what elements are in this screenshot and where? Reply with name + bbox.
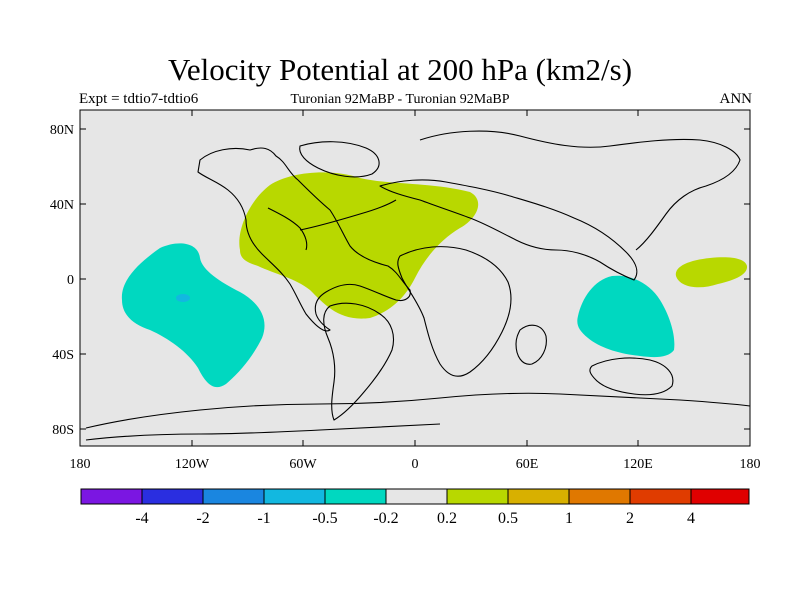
experiment-label: Expt = tdtio7-tdtio6 — [79, 91, 199, 107]
longitude-axis — [79, 110, 751, 446]
colorbar-label-9: 2 — [626, 510, 634, 527]
colorbar-bin-2 — [142, 489, 203, 504]
colorbar-bin-10 — [630, 489, 691, 504]
positive-anomaly-atlantic — [239, 172, 479, 319]
colorbar-bin-3 — [203, 489, 264, 504]
lon-label-120e: 120E — [623, 457, 653, 472]
colorbar-label-8: 1 — [565, 510, 573, 527]
lat-label-80s: 80S — [52, 423, 74, 438]
lon-label-60w: 60W — [289, 457, 317, 472]
colorbar-bin-4 — [264, 489, 325, 504]
negative-anomaly-east-pacific-core — [176, 294, 190, 302]
colorbar-label-10: 4 — [687, 510, 695, 527]
lat-label-0: 0 — [67, 273, 74, 288]
colorbar-label-4: -0.5 — [312, 510, 337, 527]
colorbar-bin-7 — [447, 489, 508, 504]
lon-label-120w: 120W — [175, 457, 210, 472]
lon-label-60e: 60E — [516, 457, 539, 472]
latitude-axis — [80, 128, 750, 430]
coastlines — [85, 130, 751, 441]
lon-label-180w: 180 — [70, 457, 91, 472]
colorbar-label-2: -2 — [196, 510, 209, 527]
season-label: ANN — [719, 91, 753, 107]
colorbar-label-1: -4 — [135, 510, 148, 527]
colorbar-label-5: -0.2 — [373, 510, 398, 527]
colorbar-bin-11 — [691, 489, 749, 504]
negative-anomaly-east-pacific — [121, 243, 265, 388]
lon-label-180e: 180 — [740, 457, 761, 472]
colorbar-bin-8 — [508, 489, 569, 504]
colorbar-label-6: 0.2 — [437, 510, 457, 527]
positive-anomaly-west-pacific — [675, 257, 748, 288]
negative-anomaly-indian-ocean — [577, 275, 675, 358]
lat-label-40s: 40S — [52, 348, 74, 363]
chart-title: Velocity Potential at 200 hPa (km2/s) — [167, 52, 633, 87]
colorbar-bin-9 — [569, 489, 630, 504]
colorbar-label-3: -1 — [257, 510, 270, 527]
colorbar-label-7: 0.5 — [498, 510, 518, 527]
colorbar — [80, 488, 750, 505]
lat-label-40n: 40N — [50, 198, 74, 213]
period-label: Turonian 92MaBP - Turonian 92MaBP — [290, 92, 510, 107]
lon-label-0: 0 — [412, 457, 419, 472]
colorbar-bin-6 — [386, 489, 447, 504]
colorbar-bin-1 — [81, 489, 142, 504]
colorbar-bin-5 — [325, 489, 386, 504]
lat-label-80n: 80N — [50, 123, 74, 138]
